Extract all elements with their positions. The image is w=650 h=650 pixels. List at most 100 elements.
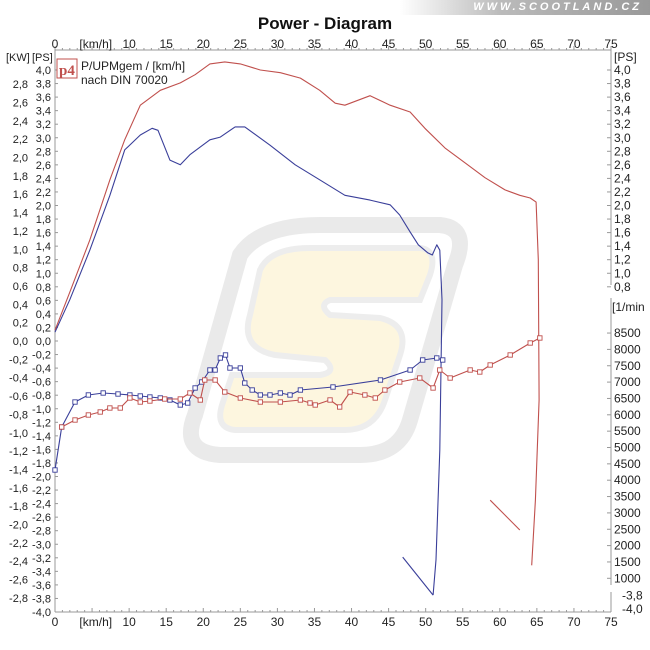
rpm-red-point <box>137 399 143 405</box>
power-blue-rundown-line <box>402 556 434 596</box>
rpm-blue-point <box>267 392 273 398</box>
watermark-s-shape <box>217 245 436 433</box>
bottom-x-tick-label: 40 <box>345 615 359 629</box>
rpm-red-point <box>307 400 313 406</box>
top-x-tick-label: 15 <box>160 37 174 51</box>
rpm-tick-label: 4500 <box>614 457 641 471</box>
rpm-blue-point <box>237 365 243 371</box>
ps-left-tick-label: -1,0 <box>32 404 51 416</box>
rpm-red-point <box>397 379 403 385</box>
ps-axis-unit-right: [PS] <box>614 50 637 64</box>
rpm-tick-label: 2000 <box>614 539 641 553</box>
power-red-line <box>54 61 540 566</box>
rpm-blue-point <box>115 391 121 397</box>
ps-right-tick-label: 3,4 <box>614 104 631 118</box>
rpm-red-point <box>117 405 123 411</box>
ps-left-tick-label: 3,6 <box>36 92 51 104</box>
legend-line-1: P/UPMgem / [km/h] <box>81 59 185 73</box>
rpm-tick-label: 5500 <box>614 424 641 438</box>
top-x-tick-label: 40 <box>345 37 359 51</box>
rpm-red-point <box>147 398 153 404</box>
ps-left-tick-label: -3,4 <box>32 566 51 578</box>
ps-left-tick-label: 2,2 <box>36 187 51 199</box>
power-red-rundown-line <box>489 499 521 531</box>
rpm-blue-point <box>377 377 384 383</box>
ps-left-tick-label: -0,8 <box>32 390 51 402</box>
rpm-red-point <box>337 404 343 410</box>
rpm-red-point <box>537 335 543 341</box>
ps-left-tick-label: 1,4 <box>36 241 51 253</box>
ps-right-tick-label: 2,8 <box>614 144 631 158</box>
ps-left-tick-label: -0,4 <box>32 363 51 375</box>
legend-badge: p4 <box>59 63 75 79</box>
rpm-axis-unit: [1/min <box>612 300 645 314</box>
top-x-axis-unit: [km/h] <box>79 37 112 51</box>
rpm-red-point <box>382 387 388 393</box>
bottom-x-tick-label: 45 <box>382 615 396 629</box>
rpm-blue-point <box>330 384 336 390</box>
ps-right-tick-label: 1,8 <box>614 212 631 226</box>
bottom-x-tick-label: 50 <box>419 615 433 629</box>
rpm-red-point <box>222 389 228 395</box>
rpm-red-point <box>437 367 443 373</box>
rpm-red-point <box>187 390 193 396</box>
rpm-blue-point <box>242 380 248 386</box>
bottom-x-tick-label: 55 <box>456 615 470 629</box>
bottom-x-tick-label: 30 <box>271 615 285 629</box>
kw-tick-label: 2,4 <box>13 116 28 128</box>
kw-tick-label: 2,0 <box>13 153 28 165</box>
kw-tick-label: 1,8 <box>13 171 28 183</box>
rpm-red-point <box>85 412 92 418</box>
kw-tick-label: 2,8 <box>13 79 28 91</box>
rpm-red-point <box>237 395 243 401</box>
ps-left-tick-label: -2,2 <box>32 485 51 497</box>
rpm-tick-label: 3500 <box>614 490 641 504</box>
kw-tick-label: 0,2 <box>13 318 28 330</box>
rpm-blue-point <box>212 367 218 373</box>
top-x-tick-label: 60 <box>493 37 507 51</box>
ps-left-tick-label: 2,0 <box>36 201 51 213</box>
ps-right-tick-label: 2,2 <box>614 185 631 199</box>
kw-tick-label: -1,0 <box>9 428 28 440</box>
ps-left-tick-label: -1,8 <box>32 458 51 470</box>
bottom-x-tick-label: 70 <box>567 615 581 629</box>
kw-tick-label: -0,2 <box>9 354 28 366</box>
kw-axis-unit: [KW] <box>6 52 30 64</box>
ps-left-tick-label: -3,0 <box>32 539 51 551</box>
ps-left-tick-label: 1,6 <box>36 228 51 240</box>
ps-left-tick-label: 0,0 <box>36 336 51 348</box>
rpm-blue-point <box>249 387 255 393</box>
ps-left-tick-label: 0,2 <box>36 322 51 334</box>
kw-tick-label: -0,8 <box>9 409 28 421</box>
ps-left-tick-label: -3,2 <box>32 553 51 565</box>
ps-left-tick-label: -0,6 <box>32 377 51 389</box>
rpm-blue-point <box>434 355 440 361</box>
ps-right-tick-label: 1,2 <box>614 253 631 267</box>
ps-left-tick-label: 0,4 <box>36 309 51 321</box>
rpm-red-point <box>177 396 183 402</box>
rpm-red-point <box>212 377 218 383</box>
kw-tick-label: -2,6 <box>9 575 28 587</box>
rpm-red-point <box>197 397 203 403</box>
rpm-red-point <box>430 385 436 391</box>
top-x-tick-label: 70 <box>567 37 581 51</box>
ps-right-tick-label: 3,0 <box>614 131 631 145</box>
ps-left-tick-label: -4,0 <box>32 607 51 619</box>
rpm-tick-label: 8000 <box>614 342 641 356</box>
rpm-red-point <box>327 397 333 403</box>
rpm-tick-label: 8500 <box>614 326 641 340</box>
ps-right-tick-label: 3,6 <box>614 90 631 104</box>
ps-left-tick-label: 1,0 <box>36 268 51 280</box>
chart-title: Power - Diagram <box>257 14 393 33</box>
ps-right-tick-label: 1,0 <box>614 266 631 280</box>
top-x-tick-label: 0 <box>52 37 59 51</box>
ps-left-tick-label: -0,2 <box>32 350 51 362</box>
top-x-tick-label: 50 <box>419 37 433 51</box>
bottom-x-axis-unit: [km/h] <box>79 615 112 629</box>
ps-left-tick-label: 3,2 <box>36 119 51 131</box>
top-x-tick-label: 55 <box>456 37 470 51</box>
ps-left-tick-label: 0,8 <box>36 282 51 294</box>
rpm-blue-point <box>277 390 284 396</box>
kw-tick-label: -0,6 <box>9 391 28 403</box>
top-x-tick-label: 65 <box>530 37 544 51</box>
